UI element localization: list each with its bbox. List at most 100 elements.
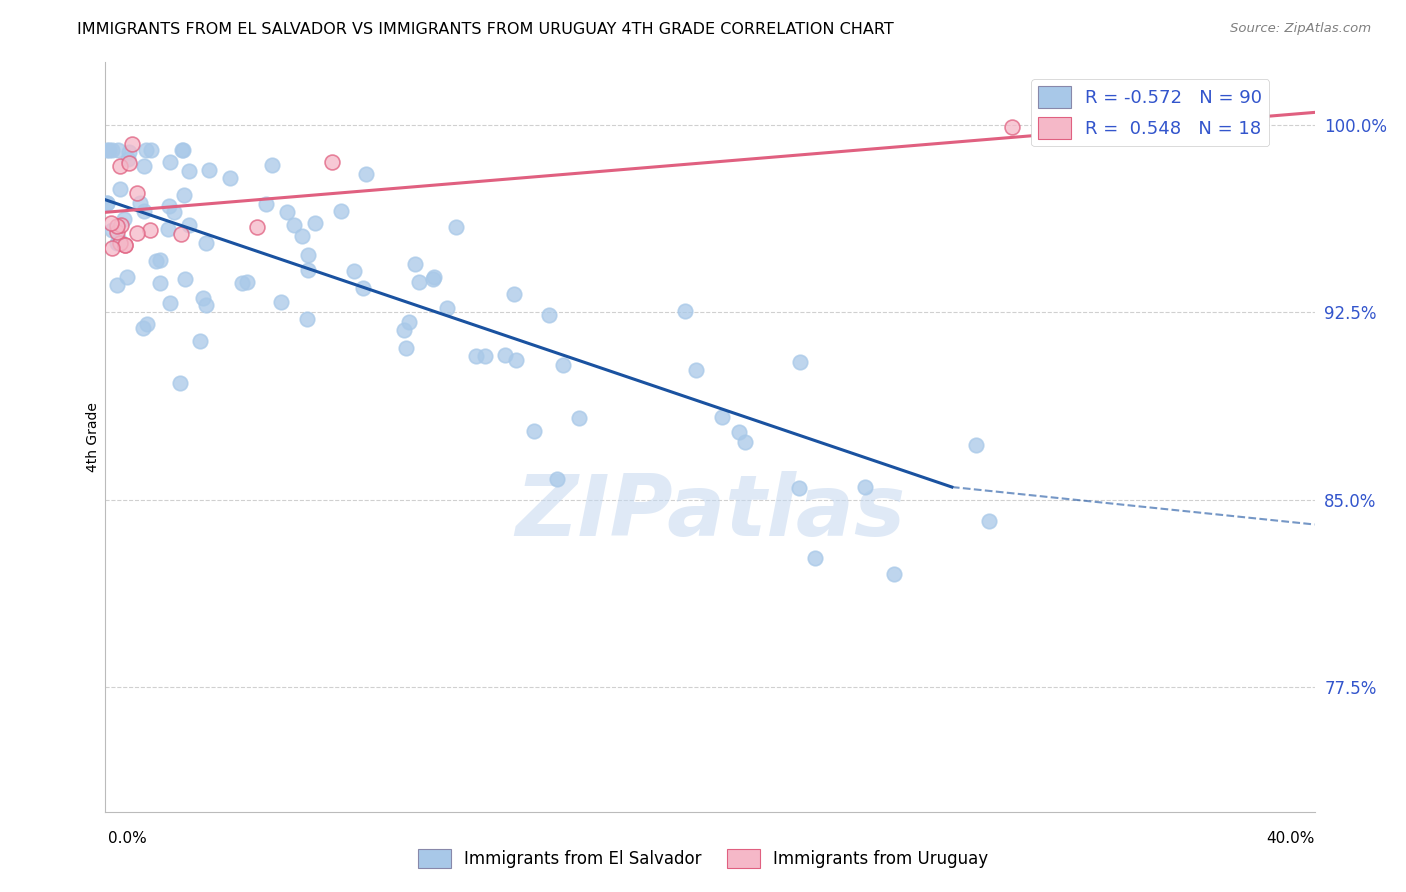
Point <box>108 235 131 250</box>
Point <box>110 159 132 173</box>
Point <box>474 349 496 363</box>
Point <box>537 308 560 322</box>
Point <box>218 171 240 186</box>
Point <box>546 472 568 486</box>
Point <box>194 298 217 312</box>
Point <box>127 227 149 241</box>
Point <box>173 187 195 202</box>
Point <box>177 164 200 178</box>
Point <box>883 567 905 582</box>
Point <box>568 411 591 425</box>
Point <box>118 145 141 160</box>
Point <box>105 219 128 234</box>
Point <box>673 304 696 318</box>
Point <box>734 435 756 450</box>
Point <box>131 320 153 334</box>
Point <box>114 238 136 252</box>
Point <box>97 143 120 157</box>
Point <box>101 143 124 157</box>
Point <box>145 253 167 268</box>
Point <box>297 248 319 262</box>
Point <box>118 155 141 169</box>
Point <box>100 223 122 237</box>
Point <box>132 159 155 173</box>
Point <box>114 238 136 252</box>
Point <box>291 229 314 244</box>
Point <box>135 143 157 157</box>
Point <box>117 153 139 167</box>
Point <box>170 143 193 157</box>
Point <box>100 241 122 255</box>
Point <box>505 353 527 368</box>
Point <box>245 220 267 235</box>
Point <box>398 315 420 329</box>
Point <box>436 301 458 316</box>
Point <box>523 424 546 438</box>
Point <box>446 219 468 234</box>
Point <box>172 143 194 157</box>
Legend: Immigrants from El Salvador, Immigrants from Uruguay: Immigrants from El Salvador, Immigrants … <box>411 842 995 875</box>
Point <box>231 276 253 290</box>
Point <box>194 235 217 250</box>
Point <box>494 348 516 362</box>
Point <box>96 195 118 210</box>
Point <box>343 264 366 278</box>
Point <box>260 158 283 172</box>
Text: IMMIGRANTS FROM EL SALVADOR VS IMMIGRANTS FROM URUGUAY 4TH GRADE CORRELATION CHA: IMMIGRANTS FROM EL SALVADOR VS IMMIGRANT… <box>77 22 894 37</box>
Point <box>1001 120 1024 135</box>
Text: 40.0%: 40.0% <box>1267 831 1315 846</box>
Point <box>395 341 418 355</box>
Point <box>177 218 200 232</box>
Text: ZIPatlas: ZIPatlas <box>515 470 905 554</box>
Point <box>464 349 486 363</box>
Point <box>789 355 811 369</box>
Point <box>169 376 191 390</box>
Point <box>149 276 172 290</box>
Point <box>304 216 326 230</box>
Point <box>804 550 827 565</box>
Point <box>139 223 162 237</box>
Point <box>423 269 446 284</box>
Point <box>170 227 193 241</box>
Point <box>710 410 733 425</box>
Point <box>125 186 148 201</box>
Point <box>110 182 132 196</box>
Point <box>321 155 343 169</box>
Point <box>408 275 430 289</box>
Point <box>136 317 159 331</box>
Point <box>96 195 118 210</box>
Point <box>191 291 214 305</box>
Point <box>107 143 129 157</box>
Point <box>352 281 374 295</box>
Point <box>727 425 749 439</box>
Point <box>254 196 277 211</box>
Point <box>121 137 143 152</box>
Point <box>159 155 181 169</box>
Point <box>685 363 707 377</box>
Point <box>108 233 131 247</box>
Point <box>297 262 319 277</box>
Point <box>188 334 211 349</box>
Point <box>110 218 132 232</box>
Point <box>422 272 444 286</box>
Point <box>853 479 876 493</box>
Point <box>270 294 292 309</box>
Point <box>105 278 128 293</box>
Point <box>149 252 172 267</box>
Point <box>276 205 298 219</box>
Point <box>139 143 162 157</box>
Point <box>787 481 810 495</box>
Point <box>329 203 352 218</box>
Point <box>404 257 426 271</box>
Point <box>105 225 128 239</box>
Point <box>297 312 319 326</box>
Point <box>392 323 415 337</box>
Point <box>197 162 219 177</box>
Y-axis label: 4th Grade: 4th Grade <box>86 402 100 472</box>
Point <box>236 275 259 289</box>
Text: Source: ZipAtlas.com: Source: ZipAtlas.com <box>1230 22 1371 36</box>
Point <box>132 203 155 218</box>
Point <box>96 143 118 157</box>
Point <box>173 272 195 286</box>
Point <box>163 205 186 219</box>
